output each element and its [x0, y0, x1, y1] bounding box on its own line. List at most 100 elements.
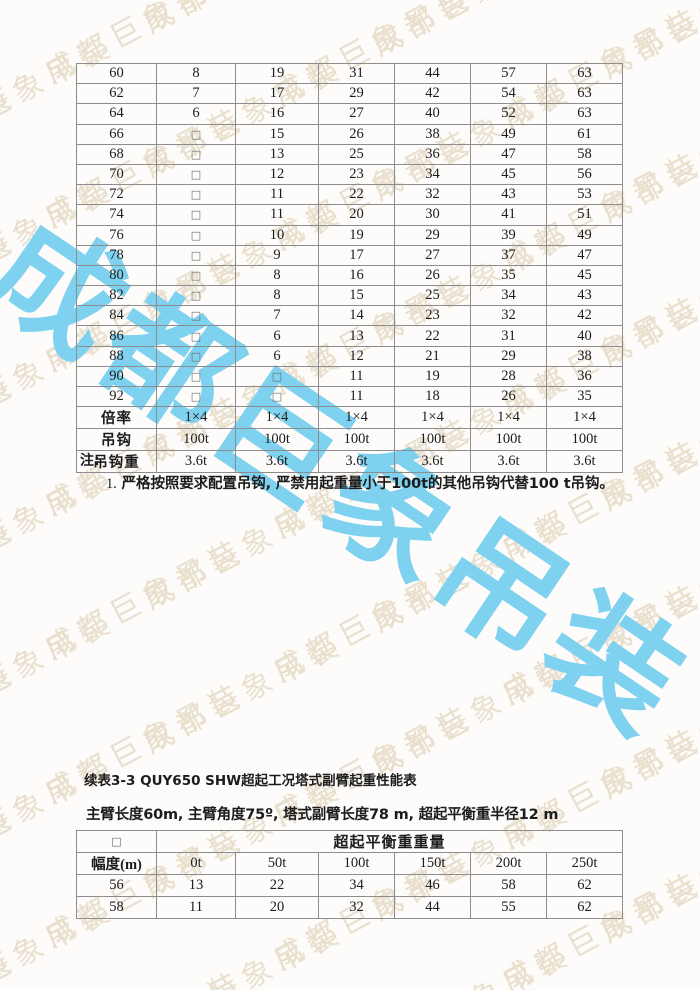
- table-row: 78 □ 9 17 27 37 47: [76, 244, 623, 266]
- cell-capacity: 57: [470, 62, 547, 85]
- table-row: 60 8 19 31 44 57 63: [76, 62, 623, 85]
- empty-cell-glyph: □: [190, 168, 202, 182]
- table-header-row-units: 幅度(m) 0t 50t 100t 150t 200t 250t: [76, 852, 624, 875]
- table-row: 76 □ 10 19 29 39 49: [76, 224, 623, 246]
- cell-capacity: 26: [470, 385, 547, 408]
- cell-footer-value: 1×4: [156, 406, 236, 430]
- empty-cell-glyph: □: [190, 208, 202, 222]
- table-row: 74 □ 11 20 30 41 51: [76, 204, 623, 226]
- cell-capacity: 49: [546, 224, 623, 246]
- empty-cell-glyph: □: [190, 349, 202, 363]
- table-row: 70 □ 12 23 34 45 56: [76, 163, 623, 186]
- cell-category-header: 250t: [545, 852, 624, 875]
- table-footer-row: 吊钩 100t 100t 100t 100t 100t 100t: [76, 428, 623, 452]
- cell-capacity: 8: [156, 62, 236, 85]
- cell-capacity: 18: [394, 385, 471, 408]
- table-row: 88 □ 6 12 21 29 38: [76, 345, 623, 367]
- cell-capacity: 17: [318, 244, 395, 266]
- cell-radius: 92: [76, 385, 157, 408]
- table-row: 62 7 17 29 42 54 63: [76, 83, 623, 105]
- table-row: 90 □ □ 11 19 28 36: [76, 365, 623, 388]
- cell-footer-value: 1×4: [546, 406, 623, 430]
- cell-capacity: □: [156, 244, 236, 266]
- cell-radius: 62: [76, 83, 157, 105]
- cell-footer-value: 3.6t: [470, 450, 547, 474]
- cell-capacity: 23: [318, 163, 395, 186]
- cell-capacity: 11: [156, 896, 236, 919]
- cell-capacity: 47: [470, 143, 547, 165]
- cell-radius-header: 幅度(m): [76, 852, 157, 875]
- empty-cell-glyph: □: [190, 268, 202, 282]
- cell-capacity: 45: [546, 264, 623, 287]
- cell-capacity: 37: [470, 244, 547, 266]
- table-header-row-group: □ 超起平衡重重量: [76, 830, 624, 853]
- cell-capacity: 42: [394, 83, 471, 105]
- cell-footer-value: 1×4: [394, 406, 471, 430]
- cell-capacity: 22: [394, 325, 471, 347]
- cell-capacity: 34: [470, 285, 547, 307]
- note-item-1: 1. 严格按照要求配置吊钩, 严禁用起重量小于100t的其他吊钩代替100 t吊…: [106, 472, 614, 493]
- cell-capacity: 27: [318, 103, 395, 125]
- cell-radius: 90: [76, 365, 157, 388]
- cell-capacity: 36: [546, 365, 623, 388]
- cell-capacity: 42: [546, 305, 623, 327]
- cell-capacity: 31: [470, 325, 547, 347]
- cell-capacity: 36: [394, 143, 471, 165]
- cell-capacity: 34: [318, 874, 395, 897]
- cell-capacity: 38: [546, 345, 623, 367]
- table-bottom-body: 56 13 22 34 46 58 62 58 11 20 32 44 55 62: [76, 874, 624, 919]
- cell-capacity: 58: [470, 874, 547, 897]
- cell-capacity: 29: [470, 345, 547, 367]
- cell-radius: 58: [76, 896, 157, 919]
- cell-capacity: 13: [318, 325, 395, 347]
- cell-capacity: □: [156, 264, 236, 287]
- note-number: 1.: [106, 476, 117, 492]
- cell-capacity: 31: [318, 62, 395, 85]
- empty-cell-glyph: □: [111, 835, 122, 848]
- cell-radius: 66: [76, 123, 157, 145]
- note-text: 严格按照要求配置吊钩, 严禁用起重量小于100t的其他吊钩代替100 t吊钩。: [121, 476, 614, 492]
- cell-capacity: □: [156, 123, 236, 145]
- cell-capacity: □: [156, 305, 236, 327]
- cell-radius: 72: [76, 184, 157, 206]
- cell-radius: 80: [76, 264, 157, 287]
- notes-label: 注:: [80, 453, 100, 469]
- cell-capacity: 14: [318, 305, 395, 327]
- cell-capacity: □: [156, 385, 236, 408]
- cell-category-header: 150t: [394, 852, 471, 875]
- cell-capacity: 43: [470, 184, 547, 206]
- cell-footer-label: 吊钩: [76, 428, 157, 452]
- watermark-text-row: 成都巨象吊装 成都巨象吊装 成都巨象吊装 成都巨象吊装 成都巨象吊装 成都巨象吊…: [0, 0, 700, 46]
- cell-capacity: 47: [546, 244, 623, 266]
- cell-footer-value: 100t: [394, 428, 471, 452]
- cell-capacity: 12: [235, 163, 319, 186]
- cell-capacity: 25: [394, 285, 471, 307]
- empty-cell-glyph: □: [190, 228, 202, 242]
- empty-cell-glyph: □: [190, 248, 202, 262]
- cell-capacity: □: [156, 345, 236, 367]
- cell-capacity: 8: [235, 264, 319, 287]
- cell-capacity: 8: [235, 285, 319, 307]
- cell-capacity: 20: [235, 896, 319, 919]
- cell-capacity: 49: [470, 123, 547, 145]
- cell-capacity: □: [235, 385, 319, 408]
- cell-capacity: 19: [394, 365, 471, 388]
- empty-cell-glyph: □: [190, 390, 202, 404]
- cell-capacity: 26: [318, 123, 395, 145]
- group-header-counterweight: 超起平衡重重量: [155, 830, 624, 853]
- cell-footer-value: 1×4: [470, 406, 547, 430]
- cell-capacity: 17: [235, 83, 319, 105]
- cell-capacity: 11: [318, 385, 395, 408]
- table-row: 84 □ 7 14 23 32 42: [76, 305, 623, 327]
- cell-capacity: 25: [318, 143, 395, 165]
- table-row: 56 13 22 34 46 58 62: [76, 874, 624, 897]
- cell-capacity: □: [156, 285, 236, 307]
- cell-capacity: □: [156, 143, 236, 165]
- cell-capacity: 63: [546, 103, 623, 125]
- cell-capacity: 32: [318, 896, 395, 919]
- cell-radius: 74: [76, 204, 157, 226]
- cell-radius: 70: [76, 163, 157, 186]
- cell-footer-value: 3.6t: [546, 450, 623, 474]
- cell-radius: 78: [76, 244, 157, 266]
